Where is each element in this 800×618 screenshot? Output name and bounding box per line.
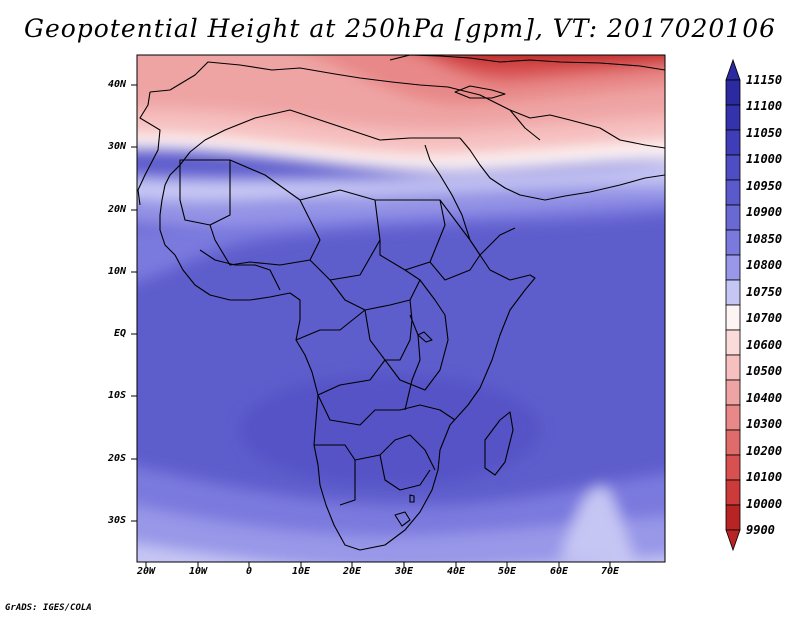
lon-label-10w: 10W	[188, 566, 208, 577]
tick-marks	[131, 84, 611, 567]
lon-label-20e: 20E	[342, 566, 362, 577]
lat-label-20n: 20N	[107, 204, 126, 215]
colorbar-swatch	[725, 279, 741, 306]
colorbar-swatch	[725, 454, 741, 481]
colorbar-swatch	[725, 429, 741, 456]
colorbar-swatch	[725, 479, 741, 506]
colorbar-swatch	[725, 504, 741, 531]
colorbar-swatch	[725, 379, 741, 406]
lon-label-60e: 60E	[549, 566, 569, 577]
colorbar	[725, 58, 741, 552]
lat-label-30s: 30S	[107, 515, 126, 526]
colorbar-label: 10750	[746, 284, 783, 299]
colorbar-swatch	[725, 304, 741, 331]
colorbar-label: 11000	[746, 152, 783, 167]
footer-credit: GrADS: IGES/COLA	[5, 603, 92, 613]
colorbar-label: 10500	[746, 364, 783, 379]
colorbar-label: 10800	[746, 258, 783, 273]
colorbar-swatch	[725, 79, 741, 106]
lon-label-30e: 30E	[394, 566, 414, 577]
colorbar-swatch	[725, 179, 741, 206]
colorbar-swatch	[725, 129, 741, 156]
lat-label-10s: 10S	[107, 390, 126, 401]
colorbar-swatch	[725, 329, 741, 356]
colorbar-swatch	[725, 229, 741, 256]
colorbar-label: 10200	[746, 443, 783, 458]
colorbar-label: 10850	[746, 231, 783, 246]
colorbar-label: 10100	[746, 470, 783, 485]
lon-label-50e: 50E	[497, 566, 517, 577]
colorbar-label: 10000	[746, 496, 783, 511]
lat-label-20s: 20S	[107, 453, 126, 464]
colorbar-label: 10300	[746, 417, 783, 432]
colorbar-label: 9900	[746, 523, 775, 537]
colorbar-label: 10900	[746, 205, 783, 220]
geopotential-height-field	[137, 55, 665, 562]
colorbar-label: 10950	[746, 178, 783, 193]
colorbar-top-arrow	[725, 58, 741, 81]
map-title: Geopotential Height at 250hPa [gpm], VT:…	[23, 14, 777, 43]
colorbar-swatch	[725, 354, 741, 381]
lon-label-40e: 40E	[446, 566, 466, 577]
lat-label-eq: EQ	[113, 328, 126, 339]
colorbar-label: 10400	[746, 390, 783, 405]
lon-label-0: 0	[245, 566, 253, 577]
lon-label-20w: 20W	[136, 566, 156, 577]
lon-label-70e: 70E	[600, 566, 620, 577]
colorbar-label: 11100	[746, 99, 783, 114]
colorbar-label: 11050	[746, 125, 783, 140]
colorbar-swatch	[725, 154, 741, 181]
colorbar-swatch	[725, 404, 741, 431]
lon-label-10e: 10E	[291, 566, 311, 577]
lat-label-40n: 40N	[107, 79, 126, 90]
colorbar-label: 10600	[746, 337, 783, 352]
colorbar-swatch	[725, 254, 741, 281]
colorbar-swatch	[725, 204, 741, 231]
colorbar-label: 10700	[746, 311, 783, 326]
lat-label-30n: 30N	[107, 141, 126, 152]
colorbar-bottom-arrow	[725, 529, 741, 552]
colorbar-label: 11150	[746, 73, 783, 87]
lat-label-10n: 10N	[107, 266, 126, 277]
colorbar-swatch	[725, 104, 741, 131]
map-frame	[136, 54, 666, 563]
